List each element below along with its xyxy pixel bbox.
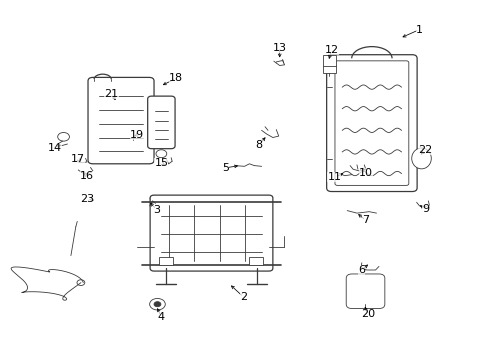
Text: 17: 17: [71, 154, 85, 164]
Text: 14: 14: [48, 143, 61, 153]
Circle shape: [128, 130, 138, 138]
Text: 18: 18: [169, 73, 183, 84]
Text: 8: 8: [255, 140, 262, 150]
FancyBboxPatch shape: [326, 55, 416, 192]
Circle shape: [58, 132, 69, 141]
Text: 7: 7: [362, 215, 368, 225]
Circle shape: [150, 196, 158, 202]
Text: 6: 6: [358, 265, 365, 275]
Text: 4: 4: [158, 312, 164, 322]
FancyBboxPatch shape: [147, 96, 175, 149]
Bar: [249, 257, 263, 265]
Circle shape: [154, 302, 161, 307]
Text: 11: 11: [327, 172, 341, 182]
FancyBboxPatch shape: [346, 274, 384, 309]
Text: 3: 3: [153, 204, 160, 215]
Bar: [322, 55, 336, 73]
Text: 2: 2: [240, 292, 246, 302]
Text: 23: 23: [80, 194, 94, 204]
Circle shape: [149, 298, 165, 310]
FancyBboxPatch shape: [88, 77, 154, 164]
FancyBboxPatch shape: [150, 195, 272, 271]
Text: 5: 5: [222, 163, 229, 173]
Text: 19: 19: [130, 130, 143, 140]
Text: 15: 15: [154, 158, 168, 168]
Text: 22: 22: [417, 145, 432, 156]
Circle shape: [156, 150, 166, 158]
FancyBboxPatch shape: [334, 61, 408, 185]
Text: 9: 9: [421, 204, 428, 214]
Text: 21: 21: [104, 89, 118, 99]
Text: 16: 16: [80, 171, 94, 181]
Text: 1: 1: [415, 24, 422, 35]
Text: 10: 10: [358, 168, 372, 178]
Bar: [159, 257, 172, 265]
Text: 12: 12: [324, 45, 338, 55]
Circle shape: [77, 280, 84, 285]
Text: 13: 13: [272, 42, 286, 53]
Text: 20: 20: [360, 309, 374, 319]
Ellipse shape: [411, 148, 430, 169]
